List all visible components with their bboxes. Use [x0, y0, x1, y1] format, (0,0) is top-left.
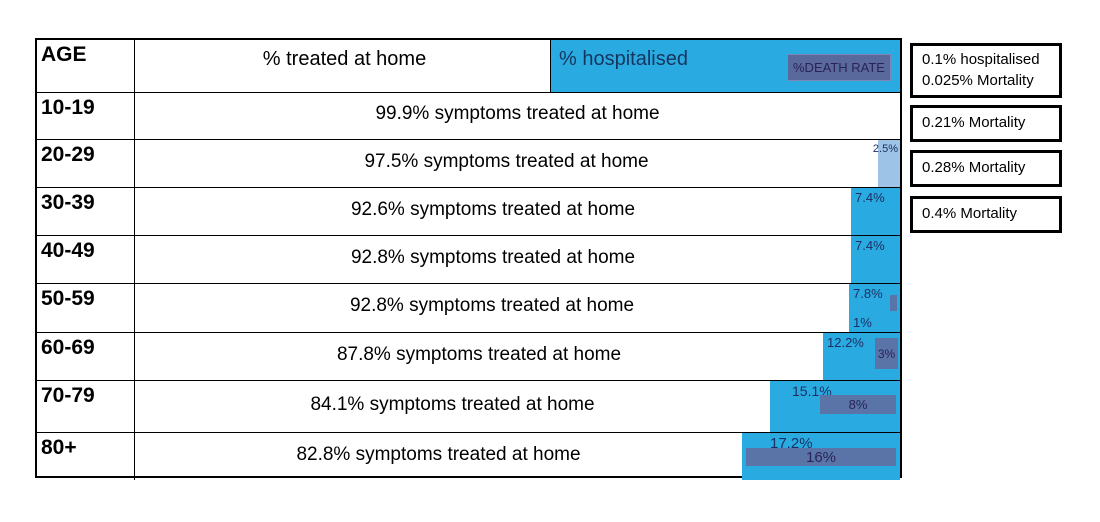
row-content: 87.8% symptoms treated at home 12.2% 3% — [135, 333, 900, 380]
hospitalised-bar-label: 7.8% — [853, 286, 883, 301]
note-box-10-19: 0.1% hospitalised 0.025% Mortality — [910, 43, 1062, 98]
note-line: 0.025% Mortality — [922, 71, 1034, 89]
death-rate-bar: 3% — [875, 338, 898, 369]
row-content: 92.8% symptoms treated at home 7.4% — [135, 236, 900, 283]
table-row: 50-59 92.8% symptoms treated at home 7.8… — [37, 283, 900, 332]
header-row: AGE % treated at home % hospitalised %DE… — [37, 40, 900, 92]
age-label: 10-19 — [37, 93, 135, 139]
table-row: 10-19 99.9% symptoms treated at home — [37, 92, 900, 139]
header-content: % treated at home % hospitalised %DEATH … — [135, 40, 900, 92]
header-age: AGE — [37, 40, 135, 92]
note-box-40-49: 0.4% Mortality — [910, 196, 1062, 233]
death-rate-bar — [890, 295, 897, 311]
home-text: 92.8% symptoms treated at home — [349, 295, 635, 316]
home-text: 97.5% symptoms treated at home — [364, 150, 649, 172]
header-hospitalised-label: % hospitalised — [559, 48, 688, 70]
table-row: 40-49 92.8% symptoms treated at home 7.4… — [37, 235, 900, 283]
note-box-30-39: 0.28% Mortality — [910, 150, 1062, 187]
hospitalised-bar-label: 2.5% — [872, 143, 898, 155]
note-line: 0.1% hospitalised — [922, 51, 1040, 69]
age-label: 70-79 — [37, 381, 135, 432]
note-line: 0.28% Mortality — [922, 159, 1026, 177]
hospitalised-bar-label: 17.2% — [770, 435, 813, 452]
header-treated-at-home: % treated at home — [262, 48, 427, 70]
home-text: 87.8% symptoms treated at home — [336, 343, 622, 365]
age-label: 20-29 — [37, 140, 135, 187]
header-hospitalised-cell: % hospitalised %DEATH RATE — [550, 40, 900, 92]
hospitalised-bar: 7.4% — [851, 188, 900, 235]
row-content: 92.6% symptoms treated at home 7.4% — [135, 188, 900, 235]
home-text: 99.9% symptoms treated at home — [375, 103, 660, 124]
note-line: 0.21% Mortality — [922, 114, 1026, 132]
home-text: 92.6% symptoms treated at home — [350, 198, 636, 220]
header-death-rate-legend: %DEATH RATE — [787, 54, 891, 81]
row-content: 92.8% symptoms treated at home 7.8% 1% — [135, 284, 900, 332]
age-label: 30-39 — [37, 188, 135, 235]
hospitalised-bar-label: 7.4% — [855, 190, 885, 205]
home-text: 82.8% symptoms treated at home — [296, 443, 581, 465]
table-row: 60-69 87.8% symptoms treated at home 12.… — [37, 332, 900, 380]
age-label: 40-49 — [37, 236, 135, 283]
home-text: 92.8% symptoms treated at home — [350, 246, 636, 268]
home-text: 84.1% symptoms treated at home — [310, 393, 595, 415]
death-rate-bar: 8% — [820, 395, 896, 414]
hospitalised-bar: 7.4% — [851, 236, 900, 283]
chart-table: AGE % treated at home % hospitalised %DE… — [35, 38, 902, 480]
age-label: 80+ — [37, 433, 135, 480]
hospitalised-bar — [878, 140, 900, 187]
row-content: 99.9% symptoms treated at home — [135, 93, 900, 139]
row-content: 82.8% symptoms treated at home 17.2% 16% — [135, 433, 900, 480]
row-content: 97.5% symptoms treated at home 2.5% — [135, 140, 900, 187]
death-rate-label: 1% — [853, 315, 872, 330]
note-line: 0.4% Mortality — [922, 205, 1018, 223]
age-label: 60-69 — [37, 333, 135, 380]
table-row: 20-29 97.5% symptoms treated at home 2.5… — [37, 139, 900, 187]
note-box-20-29: 0.21% Mortality — [910, 105, 1062, 142]
age-label: 50-59 — [37, 284, 135, 332]
table-row: 70-79 84.1% symptoms treated at home 15.… — [37, 380, 900, 432]
table-row: 30-39 92.6% symptoms treated at home 7.4… — [37, 187, 900, 235]
hospitalised-bar-label: 12.2% — [827, 335, 864, 350]
row-content: 84.1% symptoms treated at home 15.1% 8% — [135, 381, 900, 432]
hospitalised-bar-label: 7.4% — [855, 238, 885, 253]
death-rate-bar: 16% — [746, 448, 896, 466]
table-row: 80+ 82.8% symptoms treated at home 17.2%… — [37, 432, 900, 480]
